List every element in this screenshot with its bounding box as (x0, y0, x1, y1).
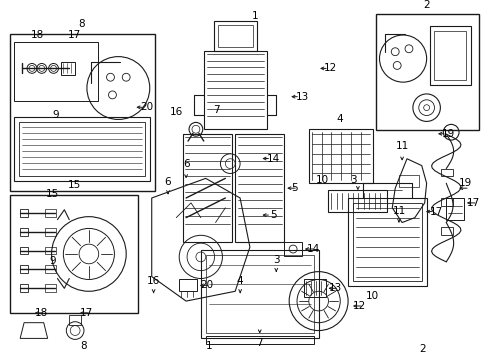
Bar (179, 279, 197, 291)
Text: 5: 5 (291, 183, 297, 193)
Text: 13: 13 (295, 92, 309, 102)
Bar (20, 228, 28, 235)
Bar (20, 265, 28, 273)
Bar (206, 337, 314, 344)
Text: 4: 4 (237, 276, 244, 287)
Text: 8: 8 (79, 19, 85, 29)
Bar (441, 168, 453, 176)
Bar (20, 247, 28, 255)
Text: 15: 15 (46, 189, 59, 199)
Bar (399, 175, 419, 187)
Bar (441, 228, 453, 235)
Text: 19: 19 (459, 178, 472, 188)
Bar (309, 129, 372, 183)
Text: 20: 20 (141, 102, 154, 112)
Text: 3: 3 (350, 175, 356, 185)
Text: 17: 17 (68, 30, 81, 40)
Text: 1: 1 (251, 12, 258, 21)
Text: 20: 20 (200, 280, 213, 291)
Bar (204, 51, 267, 129)
Bar (201, 250, 318, 338)
Text: 17: 17 (80, 308, 94, 318)
Text: 13: 13 (329, 283, 342, 293)
Bar (304, 279, 325, 297)
Bar (218, 25, 253, 47)
Bar (45, 209, 56, 217)
Text: 7: 7 (256, 338, 263, 348)
Text: 16: 16 (147, 276, 160, 287)
Bar (10, 34, 155, 191)
Text: 18: 18 (35, 308, 49, 318)
Bar (45, 284, 56, 292)
Bar (45, 228, 56, 235)
Bar (19, 122, 145, 176)
Bar (353, 203, 422, 282)
Text: 16: 16 (170, 107, 183, 117)
Bar (235, 134, 284, 242)
Bar (14, 117, 150, 181)
Text: 12: 12 (353, 301, 367, 311)
Bar (206, 255, 314, 333)
Text: 6: 6 (183, 159, 190, 168)
Text: 9: 9 (49, 256, 56, 266)
Bar (435, 31, 466, 80)
Bar (61, 62, 75, 75)
Text: 2: 2 (423, 0, 430, 10)
Bar (14, 42, 98, 101)
Text: 9: 9 (52, 109, 59, 120)
Text: 10: 10 (316, 175, 328, 185)
Text: 11: 11 (395, 141, 409, 151)
Text: 14: 14 (307, 244, 320, 254)
Bar (45, 247, 56, 255)
Text: 8: 8 (80, 341, 87, 351)
Text: 19: 19 (442, 129, 455, 139)
Text: 12: 12 (324, 63, 338, 73)
Text: 5: 5 (270, 210, 276, 220)
Text: 15: 15 (68, 180, 81, 190)
Text: 18: 18 (30, 30, 44, 40)
Text: 10: 10 (366, 291, 379, 301)
Text: 2: 2 (420, 345, 426, 354)
Text: 14: 14 (267, 153, 280, 163)
Bar (446, 198, 464, 220)
Bar (183, 134, 232, 242)
Text: 4: 4 (337, 114, 343, 125)
Text: 11: 11 (392, 206, 406, 216)
Bar (348, 198, 427, 286)
Text: 1: 1 (206, 341, 212, 351)
Bar (375, 14, 479, 130)
Bar (441, 198, 453, 206)
Bar (328, 190, 388, 212)
Text: 3: 3 (273, 255, 280, 265)
Bar (69, 315, 81, 325)
Bar (214, 21, 257, 51)
Bar (430, 26, 471, 85)
Text: 7: 7 (213, 105, 220, 115)
Bar (45, 265, 56, 273)
Bar (284, 242, 302, 256)
Text: 17: 17 (430, 207, 443, 217)
Bar (20, 284, 28, 292)
Text: 17: 17 (467, 198, 480, 208)
Bar (20, 209, 28, 217)
Bar (10, 195, 138, 313)
Text: 6: 6 (165, 177, 172, 188)
